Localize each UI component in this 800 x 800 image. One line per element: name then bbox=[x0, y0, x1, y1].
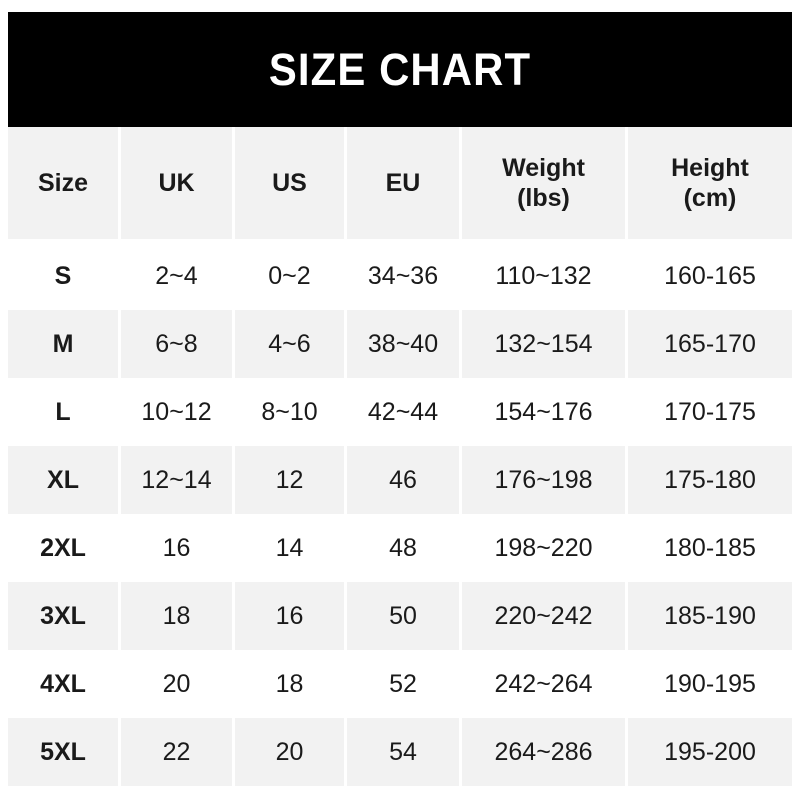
cell-uk: 10~12 bbox=[121, 378, 235, 446]
column-header-label: US bbox=[272, 168, 307, 197]
cell-height: 195-200 bbox=[664, 737, 756, 766]
cell-us: 14 bbox=[235, 514, 347, 582]
cell-weight: 176~198 bbox=[462, 446, 628, 514]
column-header-weight[interactable]: Weight (lbs) bbox=[462, 127, 628, 242]
table-row[interactable]: M 6~8 4~6 38~40 132~154 165-170 bbox=[8, 310, 792, 378]
title-bar: SIZE CHART bbox=[8, 12, 792, 127]
column-header-unit: (cm) bbox=[683, 184, 737, 212]
cell-height: 180-185 bbox=[664, 533, 756, 562]
cell-eu: 54 bbox=[347, 718, 462, 786]
cell-uk: 2~4 bbox=[121, 242, 235, 310]
cell-weight: 132~154 bbox=[462, 310, 628, 378]
column-header-eu[interactable]: EU bbox=[347, 127, 462, 242]
column-header-height[interactable]: Height (cm) bbox=[628, 127, 792, 242]
cell-weight: 220~242 bbox=[462, 582, 628, 650]
cell-eu: 52 bbox=[347, 650, 462, 718]
cell-height: 165-170 bbox=[664, 329, 756, 358]
table-header: Size UK US EU Weight (lbs) Height (cm) bbox=[8, 127, 792, 242]
cell-eu: 50 bbox=[347, 582, 462, 650]
cell-us: 18 bbox=[235, 650, 347, 718]
cell-size: 2XL bbox=[8, 514, 121, 582]
cell-weight: 242~264 bbox=[462, 650, 628, 718]
cell-size: 3XL bbox=[8, 582, 121, 650]
table-body: S 2~4 0~2 34~36 110~132 160-165 M 6~8 4~6 38~40 13… bbox=[8, 242, 792, 786]
cell-height: 160-165 bbox=[664, 261, 756, 290]
table-header-row: Size UK US EU Weight (lbs) Height (cm) bbox=[8, 127, 792, 242]
column-header-us[interactable]: US bbox=[235, 127, 347, 242]
table-row[interactable]: 5XL 22 20 54 264~286 195-200 bbox=[8, 718, 792, 786]
cell-size: XL bbox=[8, 446, 121, 514]
cell-height: 170-175 bbox=[664, 397, 756, 426]
column-header-size[interactable]: Size bbox=[8, 127, 121, 242]
cell-height: 190-195 bbox=[664, 669, 756, 698]
cell-eu: 38~40 bbox=[347, 310, 462, 378]
cell-uk: 20 bbox=[121, 650, 235, 718]
cell-weight: 110~132 bbox=[462, 242, 628, 310]
cell-weight: 198~220 bbox=[462, 514, 628, 582]
cell-us: 12 bbox=[235, 446, 347, 514]
cell-us: 16 bbox=[235, 582, 347, 650]
cell-height: 175-180 bbox=[664, 465, 756, 494]
cell-weight: 154~176 bbox=[462, 378, 628, 446]
column-header-label: Weight bbox=[502, 153, 585, 182]
cell-uk: 6~8 bbox=[121, 310, 235, 378]
cell-us: 20 bbox=[235, 718, 347, 786]
cell-size: M bbox=[8, 310, 121, 378]
cell-weight: 264~286 bbox=[462, 718, 628, 786]
cell-uk: 12~14 bbox=[121, 446, 235, 514]
cell-us: 4~6 bbox=[235, 310, 347, 378]
cell-us: 0~2 bbox=[235, 242, 347, 310]
cell-eu: 42~44 bbox=[347, 378, 462, 446]
column-header-label: UK bbox=[158, 168, 195, 197]
cell-eu: 46 bbox=[347, 446, 462, 514]
cell-uk: 16 bbox=[121, 514, 235, 582]
cell-height: 185-190 bbox=[664, 601, 756, 630]
column-header-unit: (lbs) bbox=[517, 184, 570, 212]
table-row[interactable]: 3XL 18 16 50 220~242 185-190 bbox=[8, 582, 792, 650]
table-row[interactable]: L 10~12 8~10 42~44 154~176 170-175 bbox=[8, 378, 792, 446]
cell-size: 5XL bbox=[8, 718, 121, 786]
table-row[interactable]: S 2~4 0~2 34~36 110~132 160-165 bbox=[8, 242, 792, 310]
cell-eu: 48 bbox=[347, 514, 462, 582]
cell-uk: 18 bbox=[121, 582, 235, 650]
table-row[interactable]: XL 12~14 12 46 176~198 175-180 bbox=[8, 446, 792, 514]
cell-size: S bbox=[8, 242, 121, 310]
cell-uk: 22 bbox=[121, 718, 235, 786]
column-header-label: Height bbox=[671, 153, 749, 182]
size-chart-table: Size UK US EU Weight (lbs) Height (cm) S 2~4 0~2 3… bbox=[8, 127, 792, 786]
column-header-label: Size bbox=[37, 168, 89, 197]
cell-us: 8~10 bbox=[235, 378, 347, 446]
page-title: SIZE CHART bbox=[268, 44, 532, 95]
table-row[interactable]: 4XL 20 18 52 242~264 190-195 bbox=[8, 650, 792, 718]
cell-size: 4XL bbox=[8, 650, 121, 718]
column-header-label: EU bbox=[385, 168, 421, 197]
cell-eu: 34~36 bbox=[347, 242, 462, 310]
cell-size: L bbox=[8, 378, 121, 446]
column-header-uk[interactable]: UK bbox=[121, 127, 235, 242]
table-row[interactable]: 2XL 16 14 48 198~220 180-185 bbox=[8, 514, 792, 582]
